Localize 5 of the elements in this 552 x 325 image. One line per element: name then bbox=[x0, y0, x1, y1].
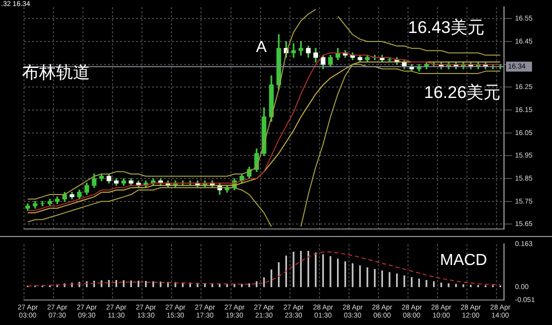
annotation: 16.26美元 bbox=[424, 83, 501, 102]
annotation: 布林轨道 bbox=[22, 63, 90, 82]
annotation: MACD bbox=[440, 252, 488, 269]
annotation: 16.43美元 bbox=[408, 18, 485, 37]
annotation: A bbox=[256, 39, 267, 56]
